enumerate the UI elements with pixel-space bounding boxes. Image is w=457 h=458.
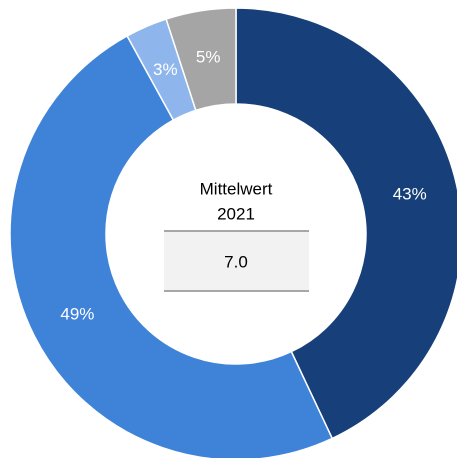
slice (235, 7, 457, 440)
slices (9, 7, 457, 458)
center-title: Mittelwert (200, 179, 273, 198)
value-box (164, 231, 309, 291)
slice (165, 7, 237, 112)
slice-label: 43% (393, 185, 427, 204)
center-subtitle: 2021 (217, 204, 255, 223)
slice-label: 3% (153, 60, 178, 79)
slice-label: 5% (196, 48, 221, 67)
slice (9, 34, 334, 458)
center-value: 7.0 (224, 252, 248, 271)
slice-label: 49% (60, 304, 94, 323)
